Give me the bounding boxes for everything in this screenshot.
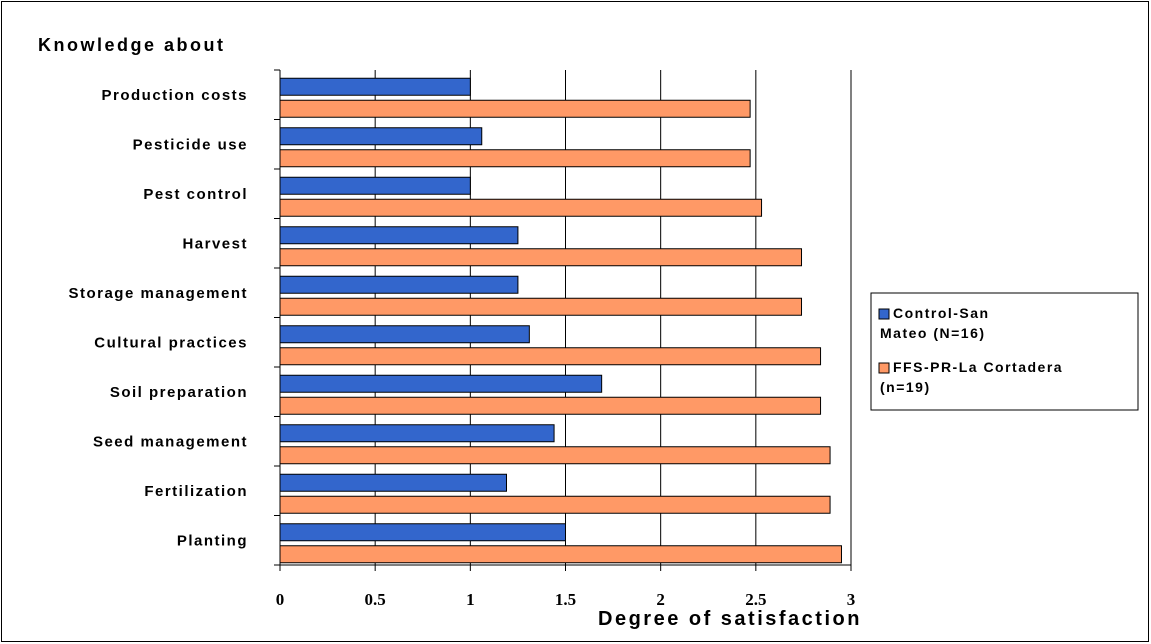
x-tick-label: 3 (847, 590, 856, 609)
bars (279, 77, 842, 564)
axes (274, 69, 852, 571)
legend-label: FFS-PR-La Cortadera (893, 359, 1063, 375)
bar-ffs (279, 446, 831, 465)
category-label: Soil preparation (110, 384, 248, 401)
chart-title: Knowledge about (38, 35, 226, 55)
bar-ffs (279, 198, 763, 217)
bar-control (279, 77, 471, 96)
x-tick-label: 2.5 (745, 590, 766, 609)
category-label: Planting (177, 532, 248, 549)
legend-label: Control-San (893, 305, 990, 321)
x-tick-label: 1.5 (555, 590, 576, 609)
bar-ffs (279, 396, 822, 415)
legend-swatch (878, 308, 890, 320)
x-tick-label: 2 (656, 590, 665, 609)
x-axis-title: Degree of satisfaction (598, 608, 862, 630)
bar-control (279, 523, 566, 542)
bar-ffs (279, 347, 822, 366)
x-tick-labels: 0 0.5 1 1.5 2 2.5 3 (276, 590, 856, 609)
category-label: Production costs (101, 87, 248, 104)
bar-ffs (279, 545, 842, 564)
legend-label: Mateo (N=16) (880, 325, 986, 341)
category-label: Harvest (182, 235, 248, 252)
category-label: Pesticide use (133, 136, 248, 153)
category-label: Seed management (93, 433, 248, 450)
legend: Control-San Mateo (N=16) FFS-PR-La Cortade… (870, 292, 1139, 411)
legend-label: (n=19) (880, 379, 931, 395)
bar-ffs (279, 297, 803, 316)
x-tick-label: 0.5 (365, 590, 386, 609)
x-tick-label: 1 (466, 590, 475, 609)
bar-control (279, 325, 530, 344)
bar-control (279, 127, 483, 146)
bar-control (279, 226, 519, 245)
bar-control (279, 473, 507, 492)
bar-ffs (279, 495, 831, 514)
bar-ffs (279, 99, 751, 118)
legend-swatch (878, 362, 890, 374)
bar-ffs (279, 149, 751, 168)
category-label: Pest control (143, 186, 248, 203)
bar-control (279, 374, 603, 393)
category-label: Fertilization (144, 483, 248, 500)
x-tick-label: 0 (276, 590, 285, 609)
category-labels: Production costs Pesticide use Pest contro… (68, 87, 248, 550)
category-label: Storage management (68, 285, 248, 302)
bar-control (279, 424, 555, 443)
bar-control (279, 176, 471, 195)
legend-box (870, 292, 1139, 411)
bar-ffs (279, 248, 803, 267)
bar-control (279, 275, 519, 294)
category-label: Cultural practices (94, 334, 248, 351)
